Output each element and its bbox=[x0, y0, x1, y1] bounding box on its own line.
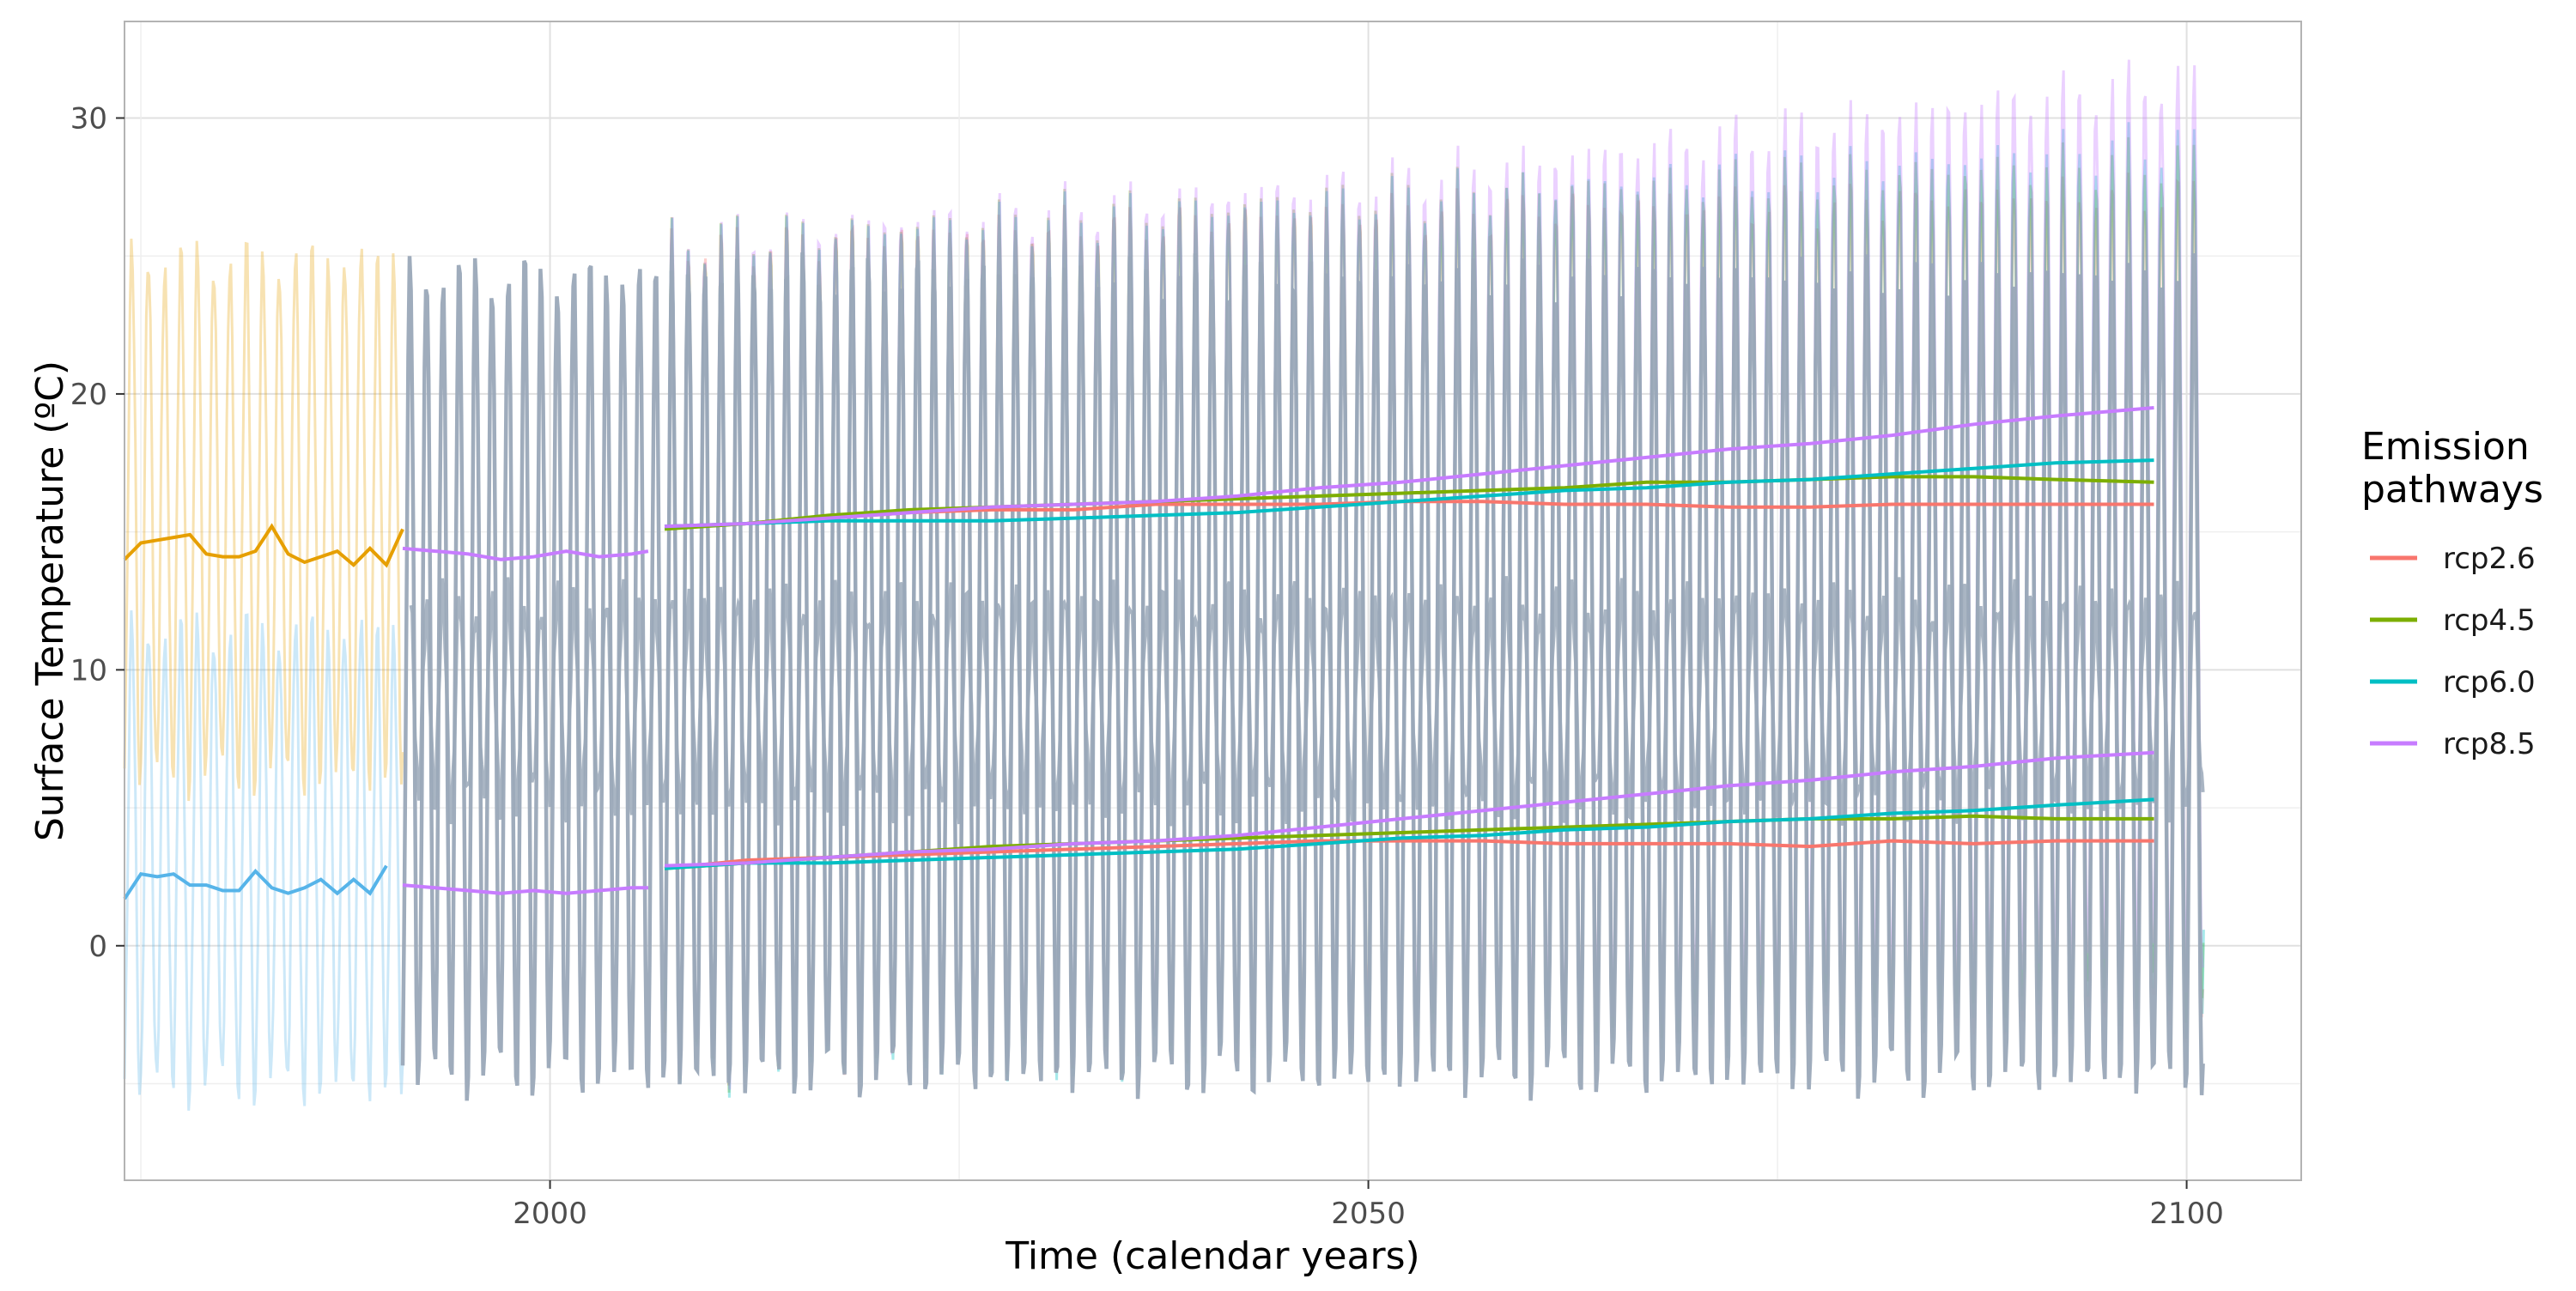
y-axis-title: Surface Temperature (ºC) bbox=[28, 361, 72, 841]
historical-lower-mean-line-2 bbox=[402, 883, 648, 895]
y-tick-label: 0 bbox=[88, 930, 107, 964]
historical-monthly-line bbox=[400, 252, 2205, 1101]
legend-label-rcp6-0: rcp6.0 bbox=[2443, 665, 2536, 700]
y-tick-label: 30 bbox=[70, 102, 107, 136]
plot-panel-border bbox=[124, 21, 2302, 1181]
lower-mean-line-rcp2-6 bbox=[664, 839, 2154, 870]
historical-upper-mean-line bbox=[123, 523, 404, 568]
legend-items: rcp2.6 rcp4.5 rcp6.0 rcp8.5 bbox=[2370, 542, 2536, 761]
upper-mean-line-rcp6-0 bbox=[664, 458, 2154, 529]
y-axis-ticks: 0 10 20 30 bbox=[70, 102, 125, 964]
historical-lower-mean-line bbox=[123, 864, 388, 900]
x-tick-label: 2050 bbox=[1331, 1197, 1406, 1231]
monthly-series-layer bbox=[123, 59, 2205, 1111]
y-tick-label: 20 bbox=[70, 378, 107, 412]
legend-label-rcp8-5: rcp8.5 bbox=[2443, 727, 2536, 761]
lower-mean-line-rcp8-5 bbox=[664, 750, 2154, 868]
upper-mean-line-rcp4-5 bbox=[664, 475, 2154, 531]
x-tick-label: 2000 bbox=[513, 1197, 587, 1231]
legend: Emission pathways rcp2.6 rcp4.5 rcp6.0 rcp8… bbox=[2361, 425, 2543, 761]
annual-mean-layer bbox=[123, 406, 2154, 900]
x-axis-ticks: 2000 2050 2100 bbox=[513, 1180, 2224, 1231]
x-tick-label: 2100 bbox=[2149, 1197, 2224, 1231]
y-tick-label: 10 bbox=[70, 653, 107, 688]
legend-title: pathways bbox=[2361, 468, 2543, 512]
legend-label-rcp2-6: rcp2.6 bbox=[2443, 542, 2536, 576]
lower-mean-line-rcp6-0 bbox=[664, 797, 2154, 870]
upper-mean-line-rcp8-5 bbox=[664, 406, 2154, 529]
legend-label-rcp4-5: rcp4.5 bbox=[2443, 603, 2536, 638]
historical-upper-monthly-line bbox=[123, 239, 404, 802]
historical-lower-monthly-line bbox=[123, 610, 404, 1111]
legend-title: Emission bbox=[2361, 425, 2530, 469]
x-axis-title: Time (calendar years) bbox=[1005, 1234, 1419, 1278]
historical-inner-monthly-line bbox=[409, 576, 2205, 827]
historical-upper-mean-line-2 bbox=[402, 546, 649, 561]
